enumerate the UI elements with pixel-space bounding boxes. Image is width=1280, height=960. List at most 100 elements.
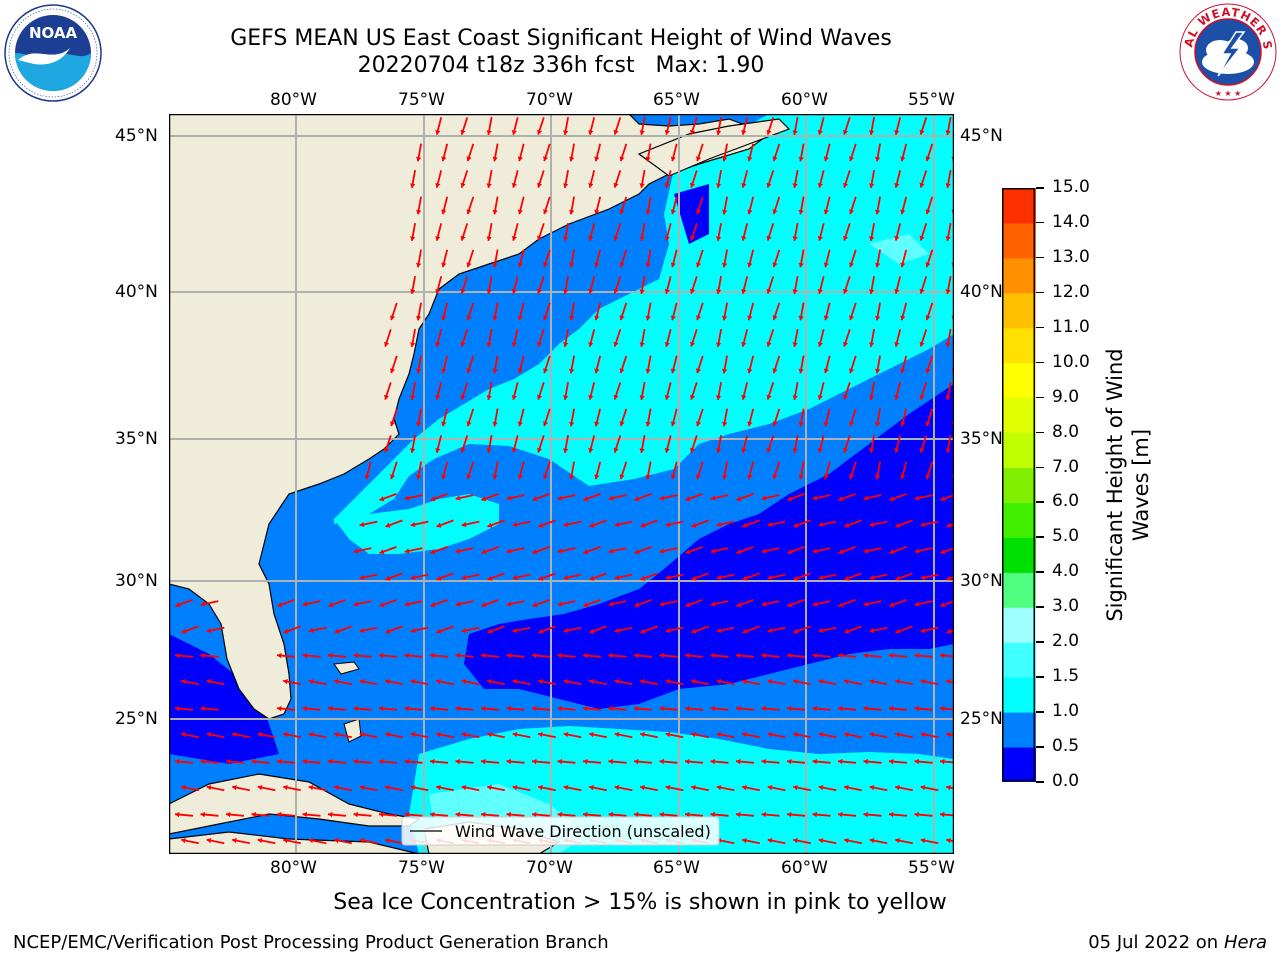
wave-arrow-head [639,183,645,188]
wave-arrow-head [206,785,212,791]
wave-arrow-head [793,575,799,581]
wave-arrow-head [767,838,773,844]
wave-arrow-head [517,209,523,215]
lon-label-bottom-80w: 80°W [270,858,317,878]
wave-arrow-head [506,652,511,659]
wave-arrow-head [436,628,442,634]
wave-arrow-head [302,758,307,765]
colorbar-segment [1002,642,1036,678]
wave-arrow-head [379,549,385,555]
wave-arrow-head [466,474,472,480]
wave-arrow-head [206,679,212,685]
wave-arrow-head [511,130,517,135]
wave-arrow-head [823,315,829,321]
wave-arrow-head [919,447,925,453]
wave-arrow-head [716,785,722,791]
colorbar-segment [1002,292,1036,329]
lon-label-top-55w: 55°W [908,90,955,110]
wave-arrow-head [793,679,798,685]
wave-arrow-head [328,811,333,818]
wave-arrow-head [481,811,486,818]
wave-arrow-head [511,448,517,453]
wave-arrow-head [664,342,670,347]
wave-arrow-head [486,448,492,453]
wave-arrow-head [543,315,549,321]
wave-arrow-head [594,368,600,374]
wave-arrow-head [843,288,849,294]
wave-arrow-head [517,156,523,162]
wave-arrow-head [532,549,538,555]
ocean-lighter-patch [869,234,929,264]
wave-arrow-head [843,235,849,241]
wave-arrow-head [900,368,906,374]
wave-arrow-head [512,732,518,738]
colorbar-tick-mark [1036,221,1044,224]
wave-arrow-head [487,785,492,791]
wave-arrow-head [639,289,645,294]
wave-arrow-head [487,522,493,528]
wave-arrow-head [685,549,691,555]
wave-arrow-head [379,652,384,659]
wave-arrow-head [639,395,645,400]
wave-arrow-head [823,421,829,427]
lat-label-left-45n: 45°N [115,126,158,146]
wave-arrow-head [481,602,487,608]
wave-arrow-head [634,602,640,608]
wave-arrow-head [940,811,945,818]
wave-arrow-head [511,342,517,347]
noaa-logo-text: NOAA [29,24,78,42]
wave-arrow-head [404,495,410,501]
wave-arrow-head [716,342,722,347]
wave-arrow-head [844,838,849,844]
wave-arrow-head [920,838,926,844]
wave-arrow-head [772,156,778,162]
wave-arrow-head [761,758,766,765]
lon-label-top-60w: 60°W [781,90,828,110]
wave-arrow-head [613,235,619,241]
wave-arrow-head [543,421,549,427]
wave-arrow-head [308,627,314,634]
wave-arrow-head [818,574,824,581]
wave-arrow-head [889,652,894,659]
wave-arrow-head [640,628,646,634]
wave-arrow-head [588,289,594,294]
wave-arrow-head [379,758,384,765]
wave-arrow-head [461,521,467,528]
wave-arrow-head [619,156,625,162]
wave-arrow-head [563,785,569,791]
wave-arrow-head [742,522,748,528]
wave-arrow-head [925,156,931,162]
wave-arrow-head [416,209,422,215]
wave-arrow-head [659,548,665,554]
wave-arrow-head [487,732,492,738]
wave-arrow-head [691,785,696,791]
lat-label-left-25n: 25°N [115,709,158,729]
wave-arrow-head [569,315,575,321]
colorbar-segment [1002,327,1036,364]
colorbar-tick-label: 2.0 [1052,631,1080,652]
wave-arrow-head [569,421,575,427]
wave-arrow-head [614,679,620,685]
wave-arrow-head [772,262,778,268]
wave-arrow-head [512,521,518,528]
wave-arrow-head [385,575,391,581]
wave-arrow-head [685,496,691,502]
wave-arrow-head [925,474,931,480]
noaa-logo: NOAA [4,4,102,102]
lat-label-right-30n: 30°N [960,571,1003,591]
wave-arrow-head [308,732,314,738]
wave-arrow-head [390,421,396,427]
wave-arrow-head [670,156,676,162]
wave-arrow-head [690,341,696,347]
wave-arrow-head [460,447,466,453]
wave-arrow-head [670,474,676,480]
lon-label-bottom-55w: 55°W [908,858,955,878]
wave-arrow-head [619,262,625,268]
wave-arrow-head [818,785,824,791]
colorbar-tick-mark [1036,326,1044,329]
wave-arrow-head [889,811,894,818]
wave-arrow-head [410,183,416,188]
wave-arrow-head [894,289,900,294]
wave-arrow-head [283,628,289,634]
wave-arrow-head [517,315,523,321]
